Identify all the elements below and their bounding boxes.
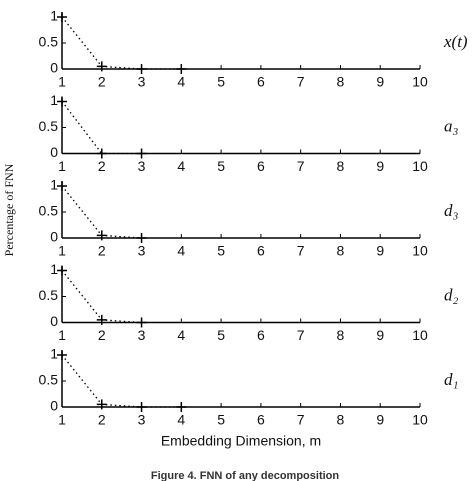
- series-line: [61, 354, 182, 408]
- marker: [96, 314, 107, 325]
- marker: [96, 148, 107, 159]
- series-label: d₃: [444, 201, 459, 220]
- series-line: [61, 270, 142, 324]
- marker: [136, 402, 147, 412]
- marker: [57, 181, 67, 191]
- x-tick-label: 2: [98, 74, 106, 90]
- marker: [57, 96, 67, 107]
- x-tick-label: 2: [98, 412, 106, 428]
- y-tick-label: 1: [50, 177, 58, 193]
- x-tick-label: 10: [412, 158, 428, 174]
- x-tick-label: 5: [217, 158, 225, 174]
- x-tick-label: 5: [217, 327, 225, 343]
- x-tick-label: 6: [257, 327, 265, 343]
- caption: Figure 4. FNN of any decomposition: [151, 470, 340, 481]
- y-tick-label: 1: [50, 8, 58, 24]
- marker: [57, 350, 67, 360]
- series-label: x(t): [443, 32, 468, 51]
- marker: [176, 64, 187, 74]
- marker: [57, 12, 67, 22]
- y-axis-label: Percentage of FNN: [2, 163, 16, 256]
- marker: [96, 230, 107, 241]
- y-tick-label: 0.5: [39, 118, 59, 134]
- x-tick-label: 3: [138, 74, 146, 90]
- x-tick-label: 1: [58, 327, 66, 343]
- x-tick-label: 4: [177, 327, 185, 343]
- x-tick-label: 7: [297, 412, 305, 428]
- x-tick-label: 10: [412, 412, 428, 428]
- x-tick-label: 4: [177, 412, 185, 428]
- x-tick-label: 10: [412, 327, 428, 343]
- x-tick-label: 4: [177, 243, 185, 259]
- x-tick-label: 2: [98, 327, 106, 343]
- x-tick-label: 9: [376, 158, 384, 174]
- y-tick-label: 0: [50, 144, 58, 160]
- x-tick-label: 9: [376, 243, 384, 259]
- x-tick-label: 7: [297, 158, 305, 174]
- marker: [136, 233, 147, 243]
- x-tick-label: 8: [337, 243, 345, 259]
- x-tick-label: 7: [297, 243, 305, 259]
- x-tick-label: 10: [412, 74, 428, 90]
- y-tick-label: 1: [50, 346, 58, 362]
- marker: [136, 64, 147, 74]
- x-tick-label: 3: [138, 327, 146, 343]
- x-tick-label: 9: [376, 412, 384, 428]
- marker: [96, 61, 107, 72]
- x-tick-label: 2: [98, 158, 106, 174]
- x-tick-label: 8: [337, 327, 345, 343]
- y-tick-label: 0: [50, 313, 58, 329]
- y-tick-label: 0.5: [39, 203, 59, 219]
- x-tick-label: 7: [297, 74, 305, 90]
- x-tick-label: 6: [257, 74, 265, 90]
- x-tick-label: 7: [297, 327, 305, 343]
- x-tick-label: 3: [138, 158, 146, 174]
- x-tick-label: 4: [177, 158, 185, 174]
- marker: [176, 402, 187, 412]
- series-label: d₂: [444, 285, 459, 304]
- marker: [136, 148, 147, 159]
- x-tick-label: 5: [217, 74, 225, 90]
- x-tick-label: 5: [217, 243, 225, 259]
- x-tick-label: 4: [177, 74, 185, 90]
- x-tick-label: 10: [412, 243, 428, 259]
- y-tick-label: 0: [50, 398, 58, 414]
- x-tick-label: 1: [58, 243, 66, 259]
- x-tick-label: 8: [337, 412, 345, 428]
- series-label: d₁: [444, 370, 458, 389]
- x-tick-label: 3: [138, 243, 146, 259]
- x-tick-label: 9: [376, 74, 384, 90]
- marker: [96, 399, 107, 410]
- y-tick-label: 0.5: [39, 372, 59, 388]
- series-label: a₃: [444, 116, 459, 135]
- x-tick-label: 9: [376, 327, 384, 343]
- x-axis-label: Embedding Dimension, m: [161, 433, 321, 449]
- x-tick-label: 6: [257, 412, 265, 428]
- series-line: [61, 101, 142, 155]
- x-tick-label: 5: [217, 412, 225, 428]
- y-tick-label: 1: [50, 92, 58, 108]
- y-tick-label: 0: [50, 60, 58, 76]
- x-tick-label: 1: [58, 74, 66, 90]
- x-tick-label: 6: [257, 158, 265, 174]
- marker: [57, 265, 67, 276]
- y-tick-label: 0: [50, 229, 58, 245]
- series-line: [61, 16, 182, 70]
- y-tick-label: 1: [50, 261, 58, 277]
- series-line: [61, 185, 142, 239]
- x-tick-label: 1: [58, 412, 66, 428]
- x-tick-label: 1: [58, 158, 66, 174]
- marker: [136, 317, 147, 328]
- x-tick-label: 3: [138, 412, 146, 428]
- y-tick-label: 0.5: [39, 34, 59, 50]
- x-tick-label: 2: [98, 243, 106, 259]
- x-tick-label: 8: [337, 74, 345, 90]
- x-tick-label: 8: [337, 158, 345, 174]
- y-tick-label: 0.5: [39, 287, 59, 303]
- x-tick-label: 6: [257, 243, 265, 259]
